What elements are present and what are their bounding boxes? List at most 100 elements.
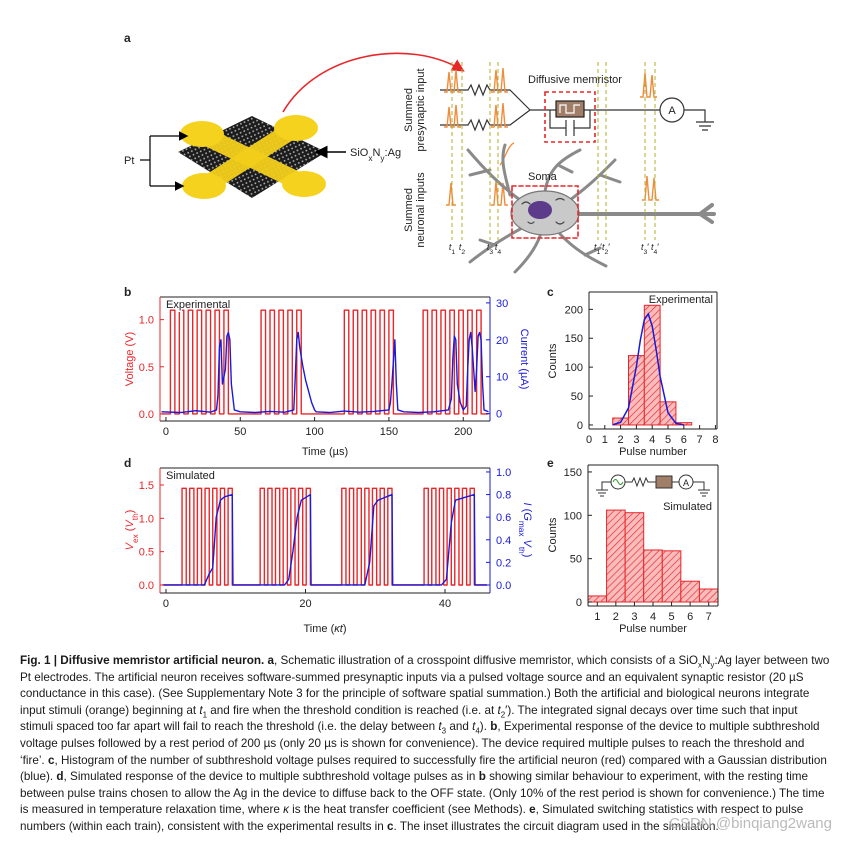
x-tick-label: 4 (650, 611, 656, 623)
caption-text: e (529, 803, 536, 817)
y2-tick-label: 0.0 (496, 580, 511, 592)
caption-text: and (446, 720, 473, 734)
text-run: 3 (489, 249, 493, 256)
time-label: t2 (459, 242, 466, 256)
figure-caption: Fig. 1 | Diffusive memristor artificial … (20, 653, 832, 836)
y-tick-label: 0 (577, 420, 583, 432)
caption-text: t (497, 703, 501, 717)
y-tick-label: 0.5 (139, 547, 154, 559)
x-tick-label: 5 (665, 434, 671, 446)
data-line (161, 309, 489, 415)
histogram-bar (661, 550, 682, 603)
x-tick-label: 6 (687, 611, 693, 623)
text-run: t (641, 242, 644, 252)
text-run: 4 (654, 249, 658, 256)
text-run: t (594, 242, 597, 252)
fit-line (612, 312, 684, 426)
y2-tick-label: 0.8 (496, 490, 511, 502)
memristor-label: Diffusive memristor (528, 74, 622, 86)
soma-label: Soma (528, 171, 558, 183)
x-tick-label: 100 (305, 426, 323, 438)
caption-text: . The inset illustrates the circuit diag… (393, 819, 719, 833)
histogram-bar (698, 588, 718, 603)
plot-area (588, 509, 718, 603)
caption-text: , Histogram of the number of subthreshol… (20, 753, 827, 784)
x-tick-label: 8 (712, 434, 718, 446)
time-label: t1 (449, 242, 456, 256)
panel-label: c (547, 285, 554, 299)
y2-axis-label: Current (µA) (518, 329, 530, 390)
text-run: ) (343, 623, 347, 635)
text-run: V (521, 540, 533, 549)
y-tick-label: 0.0 (139, 409, 154, 421)
y-axis-label: Counts (547, 343, 559, 378)
y2-tick-label: 20 (496, 335, 508, 347)
text-run: 2 (605, 249, 609, 256)
text-run: t (459, 242, 462, 252)
legend-text: Experimental (166, 299, 230, 311)
text-run: max (518, 521, 527, 537)
caption-text: ′). The integrated signal decays over ti… (20, 703, 798, 734)
histogram-bar (624, 512, 645, 603)
histogram-bar (643, 549, 663, 603)
text-run: ( (521, 506, 533, 513)
text-run: :Ag (385, 147, 402, 159)
text-run: V (124, 519, 136, 528)
text-run: ′ (647, 242, 649, 252)
text-run: ex (131, 533, 140, 543)
time-label: t4′ (651, 242, 659, 256)
x-tick-label: 40 (439, 598, 451, 610)
x-tick-label: 1 (594, 611, 600, 623)
panel-label: b (124, 285, 131, 299)
caption-text: , Simulated response of the device to mu… (63, 770, 479, 784)
y-tick-label: 0.0 (139, 580, 154, 592)
electrode-label: Pt (124, 155, 134, 167)
legend-text: Simulated (663, 501, 712, 513)
time-label: t1′ (594, 242, 602, 256)
legend-text: Experimental (649, 294, 713, 306)
device-illustration (140, 52, 465, 199)
input-pulses (444, 67, 659, 206)
caption-text: b (490, 720, 498, 734)
caption-text: , Schematic illustration of a crosspoint… (273, 654, 698, 667)
text-run: κt (334, 623, 344, 635)
caption-text: d (56, 770, 64, 784)
layer-label: SiOxNy:Ag (350, 147, 401, 163)
chart: 0 50 100 150 200 0.0 0.5 1.0 0 10 20 30 b Time (µs) Vo… (124, 285, 530, 458)
y2-tick-label: 30 (496, 298, 508, 310)
text-run: 3 (644, 249, 648, 256)
y2-axis-label: I (Gmax Vth) (518, 503, 534, 558)
caption-text: 1 (202, 710, 208, 720)
y2-tick-label: 0 (496, 409, 502, 421)
presynaptic-label: presynaptic input (415, 68, 427, 151)
x-tick-label: 200 (454, 426, 472, 438)
x-tick-label: 6 (681, 434, 687, 446)
neuron-illustration (466, 143, 716, 274)
chart: 1 2 3 4 5 6 7 0 50 100 150 e Pulse number Counts Simul… (547, 456, 719, 635)
y-tick-label: 50 (571, 391, 583, 403)
presynaptic-label: Summed (403, 88, 415, 132)
x-tick-label: 2 (613, 611, 619, 623)
panel-label: a (124, 31, 131, 45)
text-run: ) (124, 510, 136, 514)
panel-label: e (547, 456, 554, 470)
y-axis-label: Voltage (V) (124, 332, 136, 386)
text-run: 4 (497, 249, 501, 256)
text-run: G (521, 512, 533, 521)
histogram-bar (680, 580, 700, 603)
histogram-bar (588, 595, 608, 603)
text-run: ( (124, 527, 136, 534)
neuronal-label: neuronal inputs (415, 172, 427, 248)
y2-tick-label: 1.0 (496, 467, 511, 479)
y-tick-label: 0.5 (139, 362, 154, 374)
caption-text: and fire when the threshold condition is… (207, 703, 498, 717)
text-run: t (602, 242, 605, 252)
caption-text: t (472, 720, 476, 734)
x-axis-label: Pulse number (619, 446, 687, 458)
y-tick-label: 1.0 (139, 315, 154, 327)
time-label: t3 (487, 242, 494, 256)
x-tick-label: 4 (649, 434, 655, 446)
x-tick-label: 5 (669, 611, 675, 623)
x-tick-label: 0 (586, 434, 592, 446)
